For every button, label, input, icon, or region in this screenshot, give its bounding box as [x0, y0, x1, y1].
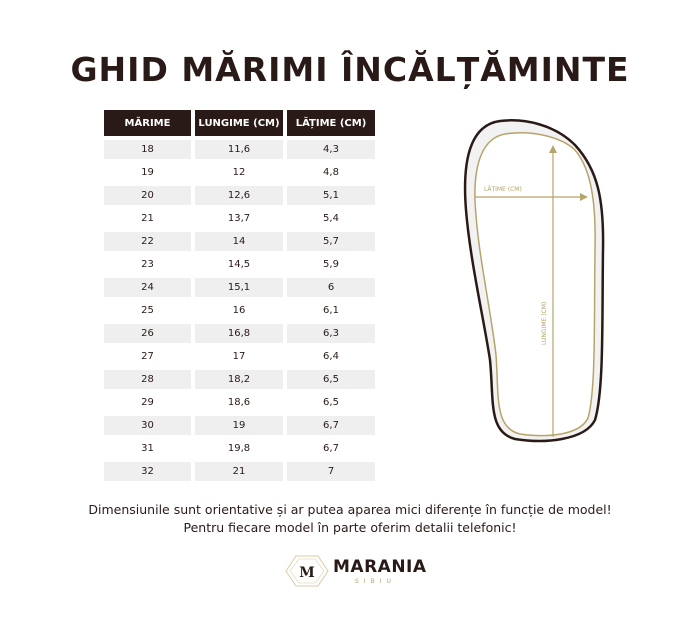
cell-length: 13,7 [227, 213, 251, 224]
cell-size: 19 [141, 167, 154, 178]
table-row: 30 19 6,7 [104, 416, 375, 435]
header-size: MĂRIME [104, 110, 191, 136]
cell-size: 22 [104, 232, 191, 251]
cell-length: 21 [195, 462, 283, 481]
table-row: 29 18,6 6,5 [104, 393, 375, 412]
cell-length: 15,1 [195, 278, 283, 297]
cell-length: 14 [195, 232, 283, 251]
table-row: 22 14 5,7 [104, 232, 375, 251]
cell-width: 6,5 [323, 397, 339, 408]
size-table: MĂRIME LUNGIME (CM) LĂȚIME (CM) 18 11,6 4,… [100, 106, 379, 485]
cell-length: 12,6 [195, 186, 283, 205]
cell-size: 31 [141, 443, 154, 454]
cell-width: 7 [287, 462, 375, 481]
cell-size: 26 [104, 324, 191, 343]
cell-size: 27 [141, 351, 154, 362]
cell-length: 19 [195, 416, 283, 435]
cell-width: 4,3 [287, 140, 375, 159]
cell-size: 21 [141, 213, 154, 224]
width-label: LĂȚIME (CM) [484, 186, 522, 193]
cell-length: 17 [232, 351, 246, 362]
foot-outline [474, 132, 596, 437]
cell-size: 28 [104, 370, 191, 389]
logo-monogram: M [299, 565, 315, 581]
table-row: 19 12 4,8 [104, 163, 375, 182]
logo-sub: SIBIU [355, 578, 396, 585]
table-row: 31 19,8 6,7 [104, 439, 375, 458]
cell-size: 29 [141, 397, 154, 408]
cell-width: 6,7 [323, 443, 339, 454]
table-row: 25 16 6,1 [104, 301, 375, 320]
cell-width: 6,3 [287, 324, 375, 343]
cell-size: 23 [141, 259, 154, 270]
table-row: 27 17 6,4 [104, 347, 375, 366]
cell-width: 5,7 [287, 232, 375, 251]
cell-size: 25 [141, 305, 154, 316]
cell-width: 4,8 [323, 167, 339, 178]
length-arrowhead-icon [549, 145, 557, 153]
table-row: 26 16,8 6,3 [104, 324, 375, 343]
header-width: LĂȚIME (CM) [287, 110, 375, 136]
table-row: 21 13,7 5,4 [104, 209, 375, 228]
header-length: LUNGIME (CM) [195, 110, 283, 136]
cell-length: 18,2 [195, 370, 283, 389]
logo-emblem: M [285, 555, 329, 587]
table-row: 23 14,5 5,9 [104, 255, 375, 274]
cell-size: 30 [104, 416, 191, 435]
cell-width: 6,1 [323, 305, 339, 316]
table-row: 18 11,6 4,3 [104, 140, 375, 159]
table-header-row: MĂRIME LUNGIME (CM) LĂȚIME (CM) [104, 110, 375, 136]
note-line-1: Dimensiunile sunt orientative și ar pute… [88, 502, 612, 517]
note-line-2: Pentru fiecare model în parte oferim det… [183, 520, 517, 535]
table-row: 24 15,1 6 [104, 278, 375, 297]
cell-length: 19,8 [227, 443, 251, 454]
cell-width: 5,9 [323, 259, 339, 270]
cell-width: 6,4 [323, 351, 339, 362]
cell-size: 18 [104, 140, 191, 159]
cell-width: 5,4 [323, 213, 339, 224]
cell-length: 11,6 [195, 140, 283, 159]
table-row: 28 18,2 6,5 [104, 370, 375, 389]
page-title: GHID MĂRIMI ÎNCĂLȚĂMINTE [70, 50, 630, 89]
cell-width: 6 [287, 278, 375, 297]
cell-length: 14,5 [227, 259, 251, 270]
cell-size: 32 [104, 462, 191, 481]
length-label: LUNGIME (CM) [541, 302, 548, 345]
cell-width: 6,5 [287, 370, 375, 389]
cell-length: 16,8 [195, 324, 283, 343]
cell-length: 16 [232, 305, 246, 316]
table-row: 32 21 7 [104, 462, 375, 481]
table-row: 20 12,6 5,1 [104, 186, 375, 205]
cell-size: 20 [104, 186, 191, 205]
cell-width: 5,1 [287, 186, 375, 205]
cell-size: 24 [104, 278, 191, 297]
cell-width: 6,7 [287, 416, 375, 435]
logo-name: MARANIA [333, 557, 427, 577]
cell-length: 12 [232, 167, 246, 178]
cell-length: 18,6 [227, 397, 251, 408]
width-arrowhead-icon [580, 193, 588, 201]
